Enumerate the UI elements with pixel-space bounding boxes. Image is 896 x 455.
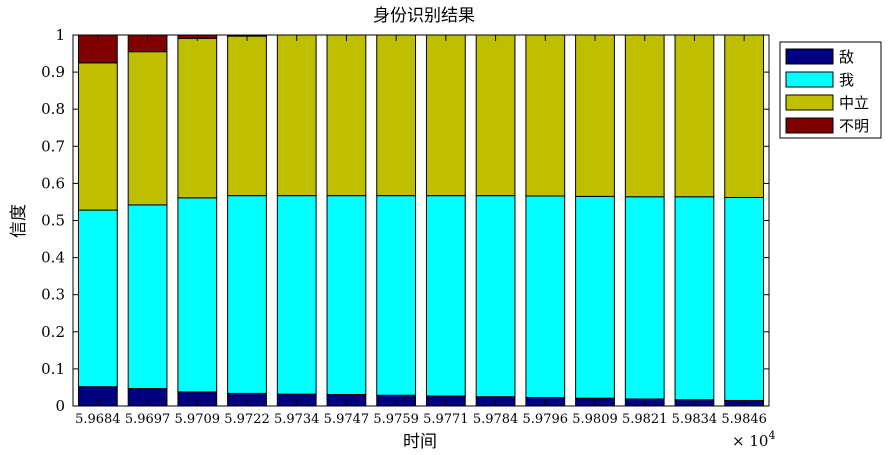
- legend-label-4: 不明: [839, 117, 869, 135]
- y-tick-label: 0: [55, 397, 65, 415]
- bar-segment-2-12: [624, 196, 665, 400]
- legend-swatch-4: [785, 117, 834, 134]
- x-tick-label: 5.9834: [672, 412, 718, 427]
- bar-segment-3-12: [624, 34, 665, 198]
- bar-segment-2-5: [276, 195, 317, 395]
- bar-segment-2-6: [326, 195, 367, 395]
- x-tick-label: 5.9809: [572, 412, 618, 427]
- y-tick-label: 0.5: [41, 212, 65, 230]
- y-tick-label: 0.8: [41, 100, 65, 118]
- bar-segment-3-1: [77, 62, 118, 211]
- bar-segment-3-14: [724, 34, 765, 198]
- bar-segment-2-7: [376, 195, 417, 396]
- bar-segment-2-10: [525, 195, 566, 398]
- bar-segment-3-6: [326, 34, 367, 197]
- x-tick-label: 5.9771: [423, 412, 469, 427]
- x-tick-label: 5.9684: [75, 412, 121, 427]
- legend-swatch-2: [785, 71, 834, 88]
- x-tick-label: 5.9796: [523, 412, 569, 427]
- legend-swatch-1: [785, 48, 834, 65]
- bar-segment-3-9: [475, 34, 516, 197]
- chart-title: 身份识别结果: [373, 6, 475, 26]
- x-tick-label: 5.9784: [473, 412, 519, 427]
- bar-segment-2-8: [425, 195, 466, 397]
- y-axis: 0 0.1 0.2 0.3 0.4 0.5 0.6 0.7 0.8 0.9 1: [41, 26, 769, 415]
- legend-label-1: 敌: [839, 48, 854, 66]
- y-tick-label: 0.6: [41, 174, 65, 192]
- x-tick-label: 5.9709: [175, 412, 221, 427]
- y-axis-label: 信度: [9, 204, 29, 238]
- x-axis-multiplier-base: × 10: [732, 432, 768, 450]
- y-tick-label: 0.1: [41, 360, 65, 378]
- x-axis-multiplier-exponent: 4: [768, 429, 775, 442]
- bar-segment-2-14: [724, 197, 765, 401]
- y-tick-label: 0.4: [41, 249, 65, 267]
- x-axis: 5.9684 5.9697 5.9709 5.9722 5.9734 5.9747 5.97…: [75, 35, 767, 427]
- bar-segment-2-2: [127, 204, 168, 390]
- y-tick-label: 0.7: [41, 137, 65, 155]
- bar-segment-3-4: [227, 35, 267, 197]
- bar-segment-3-10: [525, 34, 566, 197]
- bar-segment-3-7: [376, 34, 417, 197]
- bar-segment-2-13: [674, 196, 715, 401]
- y-tick-label: 0.3: [41, 286, 65, 304]
- bar-segment-3-5: [276, 34, 317, 197]
- x-tick-label: 5.9722: [224, 412, 270, 427]
- y-tick-label: 0.9: [41, 63, 65, 81]
- bar-segment-2-9: [475, 195, 516, 398]
- y-tick-label: 1: [55, 26, 65, 44]
- bar-segment-3-3: [177, 37, 218, 199]
- x-tick-label: 5.9747: [324, 412, 370, 427]
- bar-segment-3-8: [425, 34, 466, 197]
- legend-label-2: 我: [839, 71, 854, 89]
- legend-label-3: 中立: [839, 94, 869, 112]
- bar-segment-2-4: [227, 195, 267, 394]
- x-axis-multiplier: × 104: [732, 429, 775, 450]
- bar-segment-2-11: [575, 195, 615, 399]
- bar-segment-3-13: [674, 34, 715, 198]
- bars-group: [77, 34, 765, 407]
- legend-swatch-3: [785, 94, 834, 111]
- x-tick-label: 5.9697: [125, 412, 171, 427]
- x-tick-label: 5.9821: [622, 412, 668, 427]
- bar-segment-3-2: [127, 51, 168, 206]
- x-tick-label: 5.9734: [274, 412, 320, 427]
- bar-segment-4-1: [77, 34, 118, 64]
- x-tick-label: 5.9846: [721, 412, 767, 427]
- bar-segment-2-1: [77, 209, 118, 388]
- x-axis-label: 时间: [403, 432, 437, 452]
- x-tick-label: 5.9759: [373, 412, 419, 427]
- bar-segment-3-11: [575, 34, 615, 197]
- y-tick-label: 0.2: [41, 323, 65, 341]
- bar-segment-2-3: [177, 197, 218, 393]
